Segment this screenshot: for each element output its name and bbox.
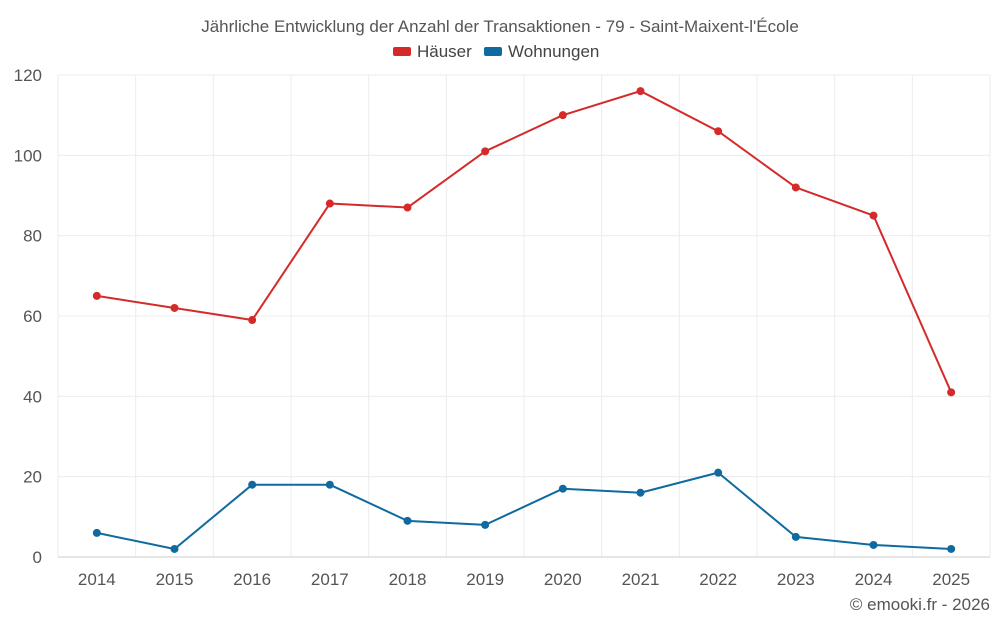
data-point	[92, 528, 101, 537]
legend-swatch	[484, 47, 502, 56]
data-point	[92, 291, 101, 300]
data-point	[248, 480, 257, 489]
data-point	[403, 516, 412, 525]
legend-label: Wohnungen	[508, 42, 599, 61]
data-point	[481, 520, 490, 529]
data-point	[558, 484, 567, 493]
data-point	[481, 147, 490, 156]
data-point	[170, 303, 179, 312]
grid	[57, 74, 991, 558]
x-tick-label: 2015	[156, 570, 194, 589]
x-tick-label: 2024	[855, 570, 893, 589]
series-line-haeuser	[96, 90, 953, 393]
y-tick-label: 0	[33, 548, 42, 567]
y-tick-label: 40	[23, 387, 42, 406]
data-point	[403, 203, 412, 212]
x-tick-label: 2022	[699, 570, 737, 589]
legend: Häuser Wohnungen	[393, 42, 599, 61]
data-point	[636, 87, 645, 96]
y-tick-label: 120	[14, 66, 42, 85]
x-tick-label: 2025	[932, 570, 970, 589]
legend-swatch	[393, 47, 411, 56]
x-tick-label: 2018	[389, 570, 427, 589]
y-axis-ticks: 0 20 40 60 80 100 120	[14, 66, 42, 567]
data-point	[869, 211, 878, 220]
data-point	[869, 540, 878, 549]
chart-title: Jährliche Entwicklung der Anzahl der Tra…	[201, 17, 799, 36]
data-point	[325, 199, 334, 208]
y-tick-label: 80	[23, 227, 42, 246]
x-tick-label: 2021	[622, 570, 660, 589]
data-point	[791, 532, 800, 541]
series-layer	[92, 87, 956, 553]
legend-label: Häuser	[417, 42, 472, 61]
data-point	[636, 488, 645, 497]
data-point	[170, 544, 179, 553]
footer-credit: © emooki.fr - 2026	[850, 595, 990, 614]
data-point	[714, 127, 723, 136]
x-axis-ticks: 2014 2015 2016 2017 2018 2019 2020 2021 2022 2023…	[78, 570, 970, 589]
x-tick-label: 2017	[311, 570, 349, 589]
y-tick-label: 100	[14, 146, 42, 165]
data-point	[791, 183, 800, 192]
y-tick-label: 20	[23, 468, 42, 487]
data-point	[558, 111, 567, 120]
x-tick-label: 2023	[777, 570, 815, 589]
data-point	[714, 468, 723, 477]
y-tick-label: 60	[23, 307, 42, 326]
x-tick-label: 2019	[466, 570, 504, 589]
data-point	[947, 544, 956, 553]
data-point	[325, 480, 334, 489]
series-line-wohnungen	[96, 471, 952, 550]
x-tick-label: 2020	[544, 570, 582, 589]
data-point	[248, 316, 257, 325]
x-tick-label: 2014	[78, 570, 116, 589]
data-point	[947, 388, 956, 397]
x-tick-label: 2016	[233, 570, 271, 589]
